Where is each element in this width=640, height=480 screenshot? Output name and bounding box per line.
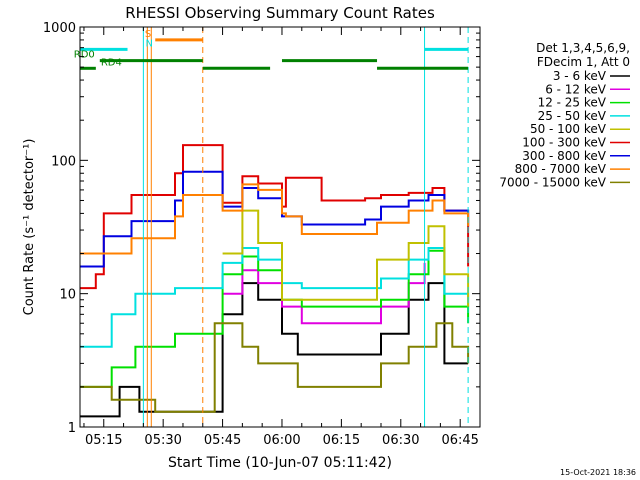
- y-tick-label: 10: [59, 288, 76, 303]
- legend-label-3-6-kev: 3 - 6 keV: [553, 69, 607, 83]
- y-tick-label: 1000: [43, 21, 76, 36]
- x-tick-label: 06:15: [323, 433, 360, 448]
- legend-label-100-300-kev: 100 - 300 keV: [522, 136, 606, 150]
- series-line-100-300-kev: [80, 144, 470, 290]
- axes-layer: 1 10 100 1000 05:15 05:30 05:45 06:00 06:15 06:30…: [43, 21, 481, 448]
- series-line-25-50-kev: [80, 247, 470, 348]
- state-label-s: S: [145, 29, 151, 40]
- series-line-3-6-kev: [80, 282, 469, 418]
- legend-label-6-12-kev: 6 - 12 keV: [545, 82, 607, 96]
- legend-label-50-100-kev: 50 - 100 keV: [530, 122, 607, 136]
- y-tick-label: 1: [68, 421, 76, 436]
- y-tick-label: 100: [51, 154, 76, 169]
- legend-header-line: Det 1,3,4,5,6,9,: [536, 41, 630, 55]
- series-line-300-800-kev: [80, 170, 470, 268]
- x-tick-label: 06:30: [382, 433, 419, 448]
- state-label-rd4: RD4: [101, 57, 122, 68]
- y-axis-title: Count Rate (s⁻¹ detector⁻¹): [22, 139, 37, 316]
- state-label-n: N: [146, 38, 153, 49]
- x-tick-label: 06:00: [263, 433, 300, 448]
- x-tick-label: 05:30: [144, 433, 181, 448]
- legend-label-25-50-kev: 25 - 50 keV: [538, 109, 607, 123]
- series-line-7000-15000-kev: [80, 322, 470, 413]
- chart-title: RHESSI Observing Summary Count Rates: [125, 4, 435, 22]
- footer-timestamp: 15-Oct-2021 18:36: [560, 468, 636, 477]
- x-tick-label: 05:15: [85, 433, 122, 448]
- series-layer: [80, 144, 470, 418]
- x-axis-title: Start Time (10-Jun-07 05:11:42): [168, 455, 392, 471]
- x-tick-label: 05:45: [204, 433, 241, 448]
- legend: Det 1,3,4,5,6,9,FDecim 1, Att 03 - 6 keV…: [499, 41, 630, 189]
- legend-label-7000-15000-kev: 7000 - 15000 keV: [499, 175, 606, 189]
- legend-label-800-7000-kev: 800 - 7000 keV: [515, 162, 607, 176]
- legend-header-line: FDecim 1, Att 0: [537, 55, 630, 69]
- x-tick-label: 06:45: [441, 433, 478, 448]
- series-line-12-25-kev: [80, 249, 470, 388]
- state-bars-layer: SN RD0 RD4: [74, 29, 469, 70]
- legend-label-300-800-kev: 300 - 800 keV: [522, 149, 606, 163]
- plot-frame: [79, 26, 481, 428]
- state-label-rd0: RD0: [74, 50, 95, 61]
- flag-lines-layer: [142, 27, 469, 427]
- series-line-50-100-kev: [222, 209, 470, 307]
- legend-label-12-25-kev: 12 - 25 keV: [538, 96, 607, 110]
